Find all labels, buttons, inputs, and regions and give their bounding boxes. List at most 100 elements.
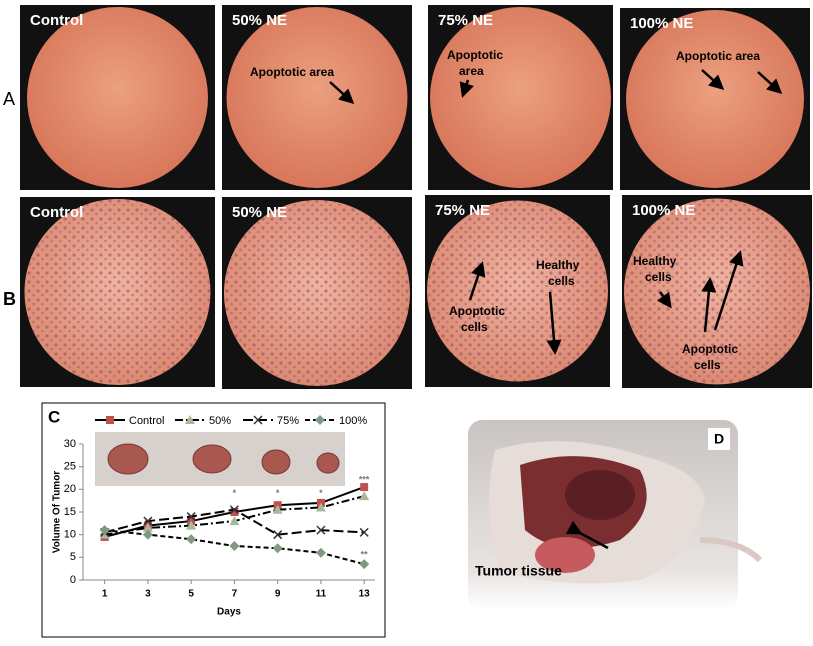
arrow bbox=[468, 261, 486, 301]
y-tick-label: 10 bbox=[64, 529, 76, 541]
arrow bbox=[757, 71, 783, 95]
marker bbox=[316, 525, 326, 535]
arrow bbox=[546, 291, 562, 355]
x-tick-label: 5 bbox=[188, 589, 194, 600]
marker bbox=[315, 547, 326, 558]
x-tick-label: 1 bbox=[102, 589, 108, 600]
legend-label: 100% bbox=[339, 415, 367, 427]
caption: Tumor tissue bbox=[475, 563, 562, 579]
cell-texture bbox=[624, 198, 810, 385]
annotation: cells bbox=[461, 320, 488, 334]
significance: *** bbox=[359, 475, 370, 485]
y-tick-label: 0 bbox=[70, 574, 76, 586]
annotation: Apoptotic bbox=[449, 304, 505, 318]
x-tick-label: 11 bbox=[316, 589, 327, 600]
image-title: 50% NE bbox=[232, 12, 287, 29]
y-tick-label: 30 bbox=[64, 438, 76, 450]
arrow bbox=[701, 69, 725, 91]
marker bbox=[273, 530, 283, 540]
annotation: Apoptotic area bbox=[676, 49, 760, 63]
photo-panel: D Tumor tissue bbox=[468, 420, 763, 610]
legend-label: Control bbox=[129, 415, 164, 427]
marker bbox=[229, 541, 240, 551]
tumor-sample bbox=[107, 443, 149, 475]
y-tick-label: 25 bbox=[64, 461, 76, 473]
marker bbox=[186, 534, 197, 545]
x-tick-label: 7 bbox=[232, 589, 238, 600]
arrow bbox=[701, 277, 717, 333]
organ bbox=[565, 470, 635, 520]
marker bbox=[229, 505, 239, 515]
legend-label: 50% bbox=[209, 415, 231, 427]
marker bbox=[315, 502, 326, 512]
y-tick-label: 5 bbox=[70, 551, 76, 563]
x-tick-label: 9 bbox=[275, 589, 281, 600]
annotation: Apoptotic bbox=[447, 48, 503, 62]
micrograph bbox=[226, 7, 408, 188]
arrow bbox=[713, 250, 744, 331]
legend-marker bbox=[106, 416, 114, 424]
image-title: 50% NE bbox=[232, 204, 287, 221]
cell-texture bbox=[427, 200, 608, 382]
micrograph bbox=[626, 10, 804, 188]
marker bbox=[186, 520, 197, 530]
marker bbox=[272, 504, 283, 514]
marker bbox=[142, 529, 153, 540]
y-tick-label: 15 bbox=[64, 506, 76, 518]
annotation: Healthy bbox=[633, 254, 677, 268]
significance: * bbox=[276, 488, 280, 498]
marker bbox=[359, 559, 370, 570]
annotation: cells bbox=[694, 358, 721, 372]
annotation: Healthy bbox=[536, 258, 580, 272]
tumor-sample bbox=[316, 452, 340, 474]
annotation: cells bbox=[645, 270, 672, 284]
image-title: 75% NE bbox=[435, 202, 490, 219]
marker bbox=[229, 516, 240, 526]
legend-marker bbox=[253, 415, 263, 425]
row-label: B bbox=[3, 289, 16, 309]
annotation: cells bbox=[548, 274, 575, 288]
cell-texture bbox=[224, 200, 410, 386]
tumor-sample bbox=[192, 444, 232, 474]
significance: * bbox=[233, 488, 237, 498]
arrow bbox=[565, 520, 609, 550]
image-title: 100% NE bbox=[630, 15, 693, 32]
x-tick-label: 13 bbox=[359, 589, 371, 600]
significance: ** bbox=[361, 549, 369, 559]
marker bbox=[360, 483, 369, 492]
micrograph bbox=[27, 7, 208, 188]
y-axis-label: Volume Of Tumor bbox=[52, 471, 63, 554]
marker bbox=[186, 512, 196, 522]
legend-label: 75% bbox=[277, 415, 299, 427]
image-title: 100% NE bbox=[632, 202, 695, 219]
image-title: Control bbox=[30, 204, 83, 221]
marker bbox=[272, 543, 283, 554]
marker bbox=[142, 522, 153, 532]
tumor bbox=[535, 537, 595, 573]
y-tick-label: 20 bbox=[64, 483, 76, 495]
significance: * bbox=[319, 488, 323, 498]
legend-marker bbox=[185, 415, 195, 424]
marker bbox=[99, 525, 110, 536]
annotation: area bbox=[459, 64, 484, 78]
arrow bbox=[656, 291, 672, 309]
panel-label: C bbox=[48, 407, 60, 426]
marker bbox=[230, 508, 239, 516]
marker bbox=[143, 516, 153, 526]
image-title: 75% NE bbox=[438, 12, 493, 29]
tail bbox=[699, 537, 763, 563]
image-title: Control bbox=[30, 12, 83, 29]
legend-marker bbox=[315, 415, 325, 425]
arrow bbox=[329, 81, 355, 105]
marker bbox=[359, 527, 369, 537]
micrograph bbox=[430, 7, 611, 188]
cell-texture bbox=[24, 199, 211, 385]
x-tick-label: 3 bbox=[145, 589, 151, 600]
annotation: Apoptotic bbox=[682, 342, 738, 356]
x-axis-label: Days bbox=[217, 607, 241, 618]
annotation: Apoptotic area bbox=[250, 65, 334, 79]
micrographs: A Control 50% NE Apoptotic area 75% NE Apopto… bbox=[3, 5, 812, 389]
row-label: A bbox=[3, 89, 15, 109]
